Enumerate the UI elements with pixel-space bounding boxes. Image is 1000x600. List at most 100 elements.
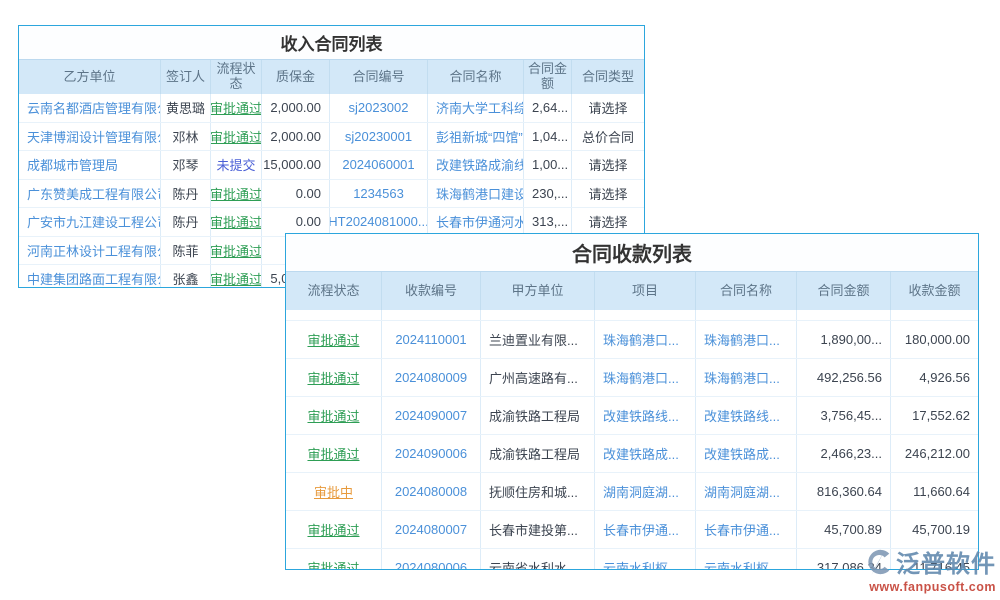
- cell-party-a-unit: 成渝铁路工程局: [481, 435, 595, 472]
- cell-flow-status[interactable]: 审批通过: [286, 359, 382, 396]
- cell-contract-name[interactable]: 云南水利枢...: [696, 549, 797, 569]
- cell-party-b-unit[interactable]: 天津博润设计管理有限公司: [19, 122, 161, 150]
- cell-contract-type[interactable]: 请选择: [588, 215, 628, 231]
- cell-party-a-unit: 兰迪置业有限...: [481, 321, 595, 358]
- cell-flow-status[interactable]: 未提交: [211, 151, 262, 179]
- cell-contract-no[interactable]: 1234563: [330, 179, 428, 207]
- table-row[interactable]: 广东赞美成工程有限公司陈丹审批通过0.001234563珠海鹤港口建设...23…: [19, 179, 644, 208]
- cell-flow-status[interactable]: 审批通过: [286, 549, 382, 569]
- cell-contract-name[interactable]: 珠海鹤港口...: [696, 321, 797, 358]
- table-row[interactable]: 审批通过 2024090007 成渝铁路工程局 改建铁路线... 改建铁路线... 3,7…: [286, 397, 978, 435]
- cell-contract-no[interactable]: 2024060001: [330, 151, 428, 179]
- cell-flow-status[interactable]: 审批通过: [211, 236, 262, 264]
- income-contract-table-header: 乙方单位 签订人 流程状态 质保金 合同编号 合同名称 合同金额 合同类型: [19, 59, 644, 94]
- column-header-receipt-no: 收款编号: [382, 272, 481, 310]
- cell-receipt-no[interactable]: 2024090006: [382, 435, 481, 472]
- cell-contract-type[interactable]: 请选择: [588, 186, 628, 202]
- contract-receipt-list-panel: 合同收款列表 流程状态 收款编号 甲方单位 项目 合同名称 合同金额 收款金额 审批通过 20…: [285, 233, 979, 570]
- income-contract-table-body: 云南名都酒店管理有限公司黄思璐审批通过2,000.00sj2023002济南大学…: [19, 94, 644, 287]
- cell-contract-amount: 816,360.64: [797, 473, 891, 510]
- empty-cell: [382, 310, 481, 320]
- empty-cell: [595, 310, 696, 320]
- table-row[interactable]: 成都城市管理局邓琴未提交15,000.002024060001改建铁路成渝线..…: [19, 151, 644, 180]
- cell-contract-name[interactable]: 珠海鹤港口...: [696, 359, 797, 396]
- cell-signer: 邓林: [161, 122, 211, 150]
- cell-receipt-amount: 4,926.56: [919, 370, 970, 385]
- cell-flow-status[interactable]: 审批通过: [286, 511, 382, 548]
- cell-receipt-no[interactable]: 2024080007: [382, 511, 481, 548]
- cell-party-b-unit[interactable]: 中建集团路面工程有限公司: [19, 265, 161, 287]
- cell-contract-name[interactable]: 长春市伊通...: [696, 511, 797, 548]
- cell-party-a-unit: 抚顺住房和城...: [481, 473, 595, 510]
- cell-flow-status[interactable]: 审批通过: [211, 122, 262, 150]
- cell-party-b-unit[interactable]: 河南正林设计工程有限公司: [19, 236, 161, 264]
- cell-project[interactable]: 湖南洞庭湖...: [595, 473, 696, 510]
- cell-flow-status[interactable]: 审批通过: [286, 397, 382, 434]
- cell-contract-type[interactable]: 请选择: [588, 101, 628, 117]
- table-row[interactable]: 审批通过 2024110001 兰迪置业有限... 珠海鹤港口... 珠海鹤港口... 1…: [286, 321, 978, 359]
- cell-party-b-unit[interactable]: 广安市九江建设工程公司: [19, 208, 161, 236]
- cell-party-b-unit[interactable]: 成都城市管理局: [19, 151, 161, 179]
- cell-contract-amount: 2,64...: [524, 94, 572, 122]
- cell-contract-amount: 1,00...: [524, 151, 572, 179]
- cell-contract-no[interactable]: HT2024081000...: [330, 208, 428, 236]
- cell-party-b-unit[interactable]: 云南名都酒店管理有限公司: [19, 94, 161, 122]
- cell-contract-amount: 1,04...: [524, 122, 572, 150]
- cell-party-a-unit: 成渝铁路工程局: [481, 397, 595, 434]
- cell-project[interactable]: 珠海鹤港口...: [595, 359, 696, 396]
- cell-flow-status[interactable]: 审批通过: [211, 94, 262, 122]
- cell-flow-status[interactable]: 审批中: [286, 473, 382, 510]
- cell-deposit: 0.00: [262, 208, 330, 236]
- cell-contract-name[interactable]: 改建铁路线...: [696, 397, 797, 434]
- cell-contract-amount: 492,256.56: [797, 359, 891, 396]
- cell-contract-name[interactable]: 珠海鹤港口建设...: [428, 179, 524, 207]
- cell-receipt-amount: 246,212.00: [904, 446, 970, 461]
- cell-flow-status[interactable]: 审批通过: [286, 435, 382, 472]
- cell-contract-type[interactable]: 请选择: [588, 158, 628, 174]
- cell-contract-name[interactable]: 湖南洞庭湖...: [696, 473, 797, 510]
- cell-receipt-no[interactable]: 2024080008: [382, 473, 481, 510]
- cell-contract-no[interactable]: sj2023002: [330, 94, 428, 122]
- cell-project[interactable]: 改建铁路成...: [595, 435, 696, 472]
- cell-contract-name[interactable]: 改建铁路成...: [696, 435, 797, 472]
- table-row[interactable]: 审批中 2024080008 抚顺住房和城... 湖南洞庭湖... 湖南洞庭湖... 81…: [286, 473, 978, 511]
- cell-flow-status[interactable]: 审批通过: [211, 208, 262, 236]
- cell-signer: 陈丹: [161, 179, 211, 207]
- cell-flow-status[interactable]: 审批通过: [286, 321, 382, 358]
- cell-contract-name[interactable]: 济南大学工科综...: [428, 94, 524, 122]
- column-header-deposit: 质保金: [262, 60, 330, 94]
- empty-cell: [286, 310, 382, 320]
- empty-cell: [481, 310, 595, 320]
- cell-contract-no[interactable]: sj20230001: [330, 122, 428, 150]
- table-row[interactable]: 云南名都酒店管理有限公司黄思璐审批通过2,000.00sj2023002济南大学…: [19, 94, 644, 123]
- cell-flow-status[interactable]: 审批通过: [211, 179, 262, 207]
- table-row[interactable]: 审批通过 2024080007 长春市建投第... 长春市伊通... 长春市伊通... 4…: [286, 511, 978, 549]
- cell-contract-amount: 317,086.34: [797, 549, 891, 569]
- cell-receipt-no[interactable]: 2024090007: [382, 397, 481, 434]
- empty-partial-row: [286, 310, 978, 321]
- table-row[interactable]: 天津博润设计管理有限公司邓林审批通过2,000.00sj20230001彭祖新城…: [19, 122, 644, 151]
- cell-project[interactable]: 长春市伊通...: [595, 511, 696, 548]
- table-row[interactable]: 审批通过 2024080009 广州高速路有... 珠海鹤港口... 珠海鹤港口... 4…: [286, 359, 978, 397]
- cell-project[interactable]: 云南水利枢...: [595, 549, 696, 569]
- cell-receipt-no[interactable]: 2024080009: [382, 359, 481, 396]
- cell-contract-amount: 313,...: [524, 208, 572, 236]
- cell-receipt-no[interactable]: 2024080006: [382, 549, 481, 569]
- column-header-contract-name: 合同名称: [696, 272, 797, 310]
- cell-project[interactable]: 珠海鹤港口...: [595, 321, 696, 358]
- cell-contract-name[interactable]: 改建铁路成渝线...: [428, 151, 524, 179]
- column-header-signer: 签订人: [161, 60, 211, 94]
- table-row[interactable]: 审批通过 2024080006 云南省水利水... 云南水利枢... 云南水利枢... 3…: [286, 549, 978, 570]
- cell-receipt-no[interactable]: 2024110001: [382, 321, 481, 358]
- cell-project[interactable]: 改建铁路线...: [595, 397, 696, 434]
- cell-contract-amount: 1,890,00...: [797, 321, 891, 358]
- cell-party-b-unit[interactable]: 广东赞美成工程有限公司: [19, 179, 161, 207]
- cell-contract-name[interactable]: 彭祖新城“四馆”...: [428, 122, 524, 150]
- cell-contract-type[interactable]: 总价合同: [581, 129, 634, 145]
- table-row[interactable]: 审批通过 2024090006 成渝铁路工程局 改建铁路成... 改建铁路成... 2,4…: [286, 435, 978, 473]
- cell-receipt-amount: 11,716.45: [913, 560, 970, 570]
- column-header-receipt-amount: 收款金额: [908, 282, 961, 298]
- cell-flow-status[interactable]: 审批通过: [211, 265, 262, 287]
- cell-contract-name[interactable]: 长春市伊通河水...: [428, 208, 524, 236]
- column-header-contract-amount: 合同金额: [797, 272, 891, 310]
